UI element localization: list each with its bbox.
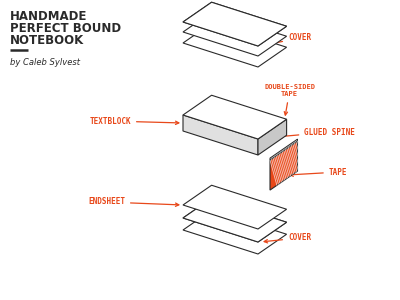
Polygon shape — [183, 12, 286, 56]
Text: COVER: COVER — [264, 233, 311, 243]
Polygon shape — [183, 95, 286, 139]
Polygon shape — [270, 141, 298, 190]
Polygon shape — [183, 2, 286, 46]
Polygon shape — [183, 198, 286, 242]
Polygon shape — [183, 2, 286, 46]
Text: GLUED SPINE: GLUED SPINE — [278, 128, 355, 138]
Text: NOTEBOOK: NOTEBOOK — [10, 34, 84, 47]
Text: TAPE: TAPE — [290, 168, 347, 177]
Polygon shape — [183, 23, 286, 67]
Polygon shape — [183, 210, 286, 254]
Polygon shape — [183, 185, 286, 229]
Text: DOUBLE-SIDED
TAPE: DOUBLE-SIDED TAPE — [264, 84, 315, 115]
Polygon shape — [183, 115, 258, 155]
Text: HANDMADE: HANDMADE — [10, 10, 87, 23]
Text: by Caleb Sylvest: by Caleb Sylvest — [10, 58, 80, 67]
Text: PERFECT BOUND: PERFECT BOUND — [10, 22, 121, 35]
Text: TEXTBLOCK: TEXTBLOCK — [89, 116, 179, 125]
Text: ENDSHEET: ENDSHEET — [88, 197, 179, 206]
Polygon shape — [270, 139, 298, 160]
Polygon shape — [258, 119, 286, 155]
Text: COVER: COVER — [264, 34, 311, 46]
Polygon shape — [183, 198, 286, 242]
